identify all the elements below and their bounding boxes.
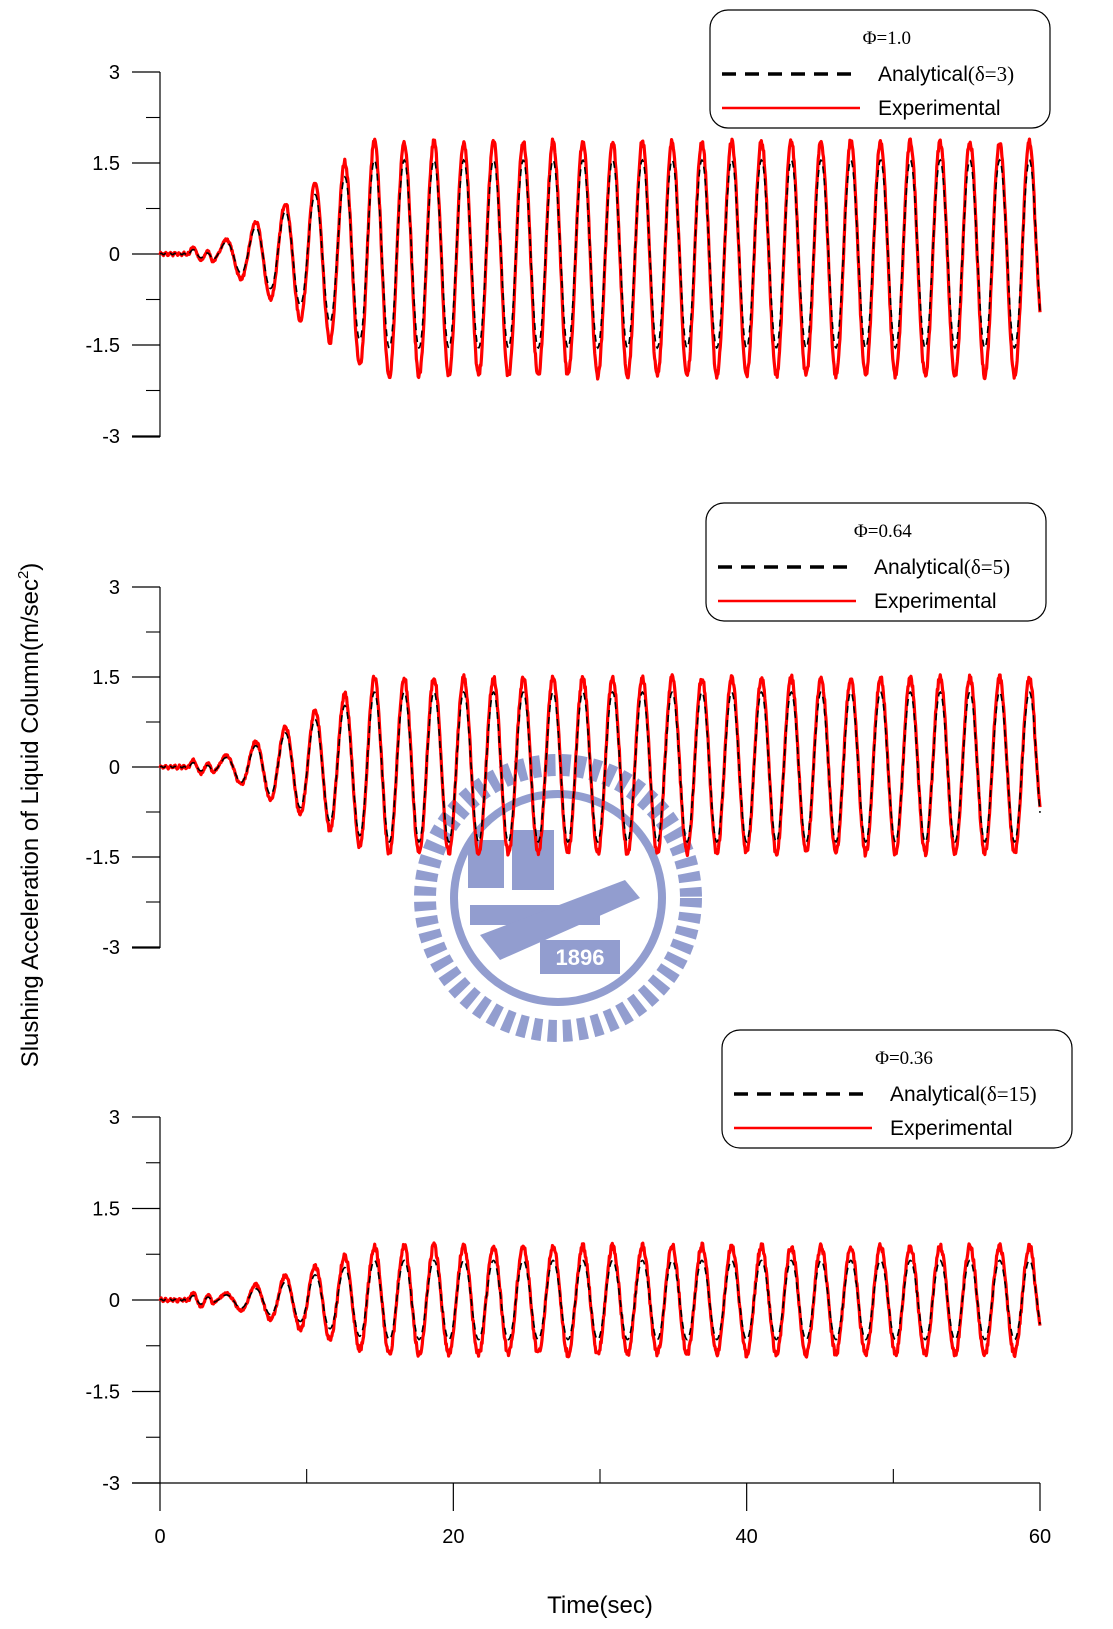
- chart-panel-phi-0-64: 3 1.5 0 -1.5 -3 Φ=0.64 Analytical(δ=5) Experime…: [86, 502, 1047, 959]
- series-line-analytical: [159, 690, 1041, 844]
- legend-label-experimental: Experimental: [874, 590, 997, 613]
- legend: Φ=1.0 Analytical(δ=3) Experimental: [709, 9, 1051, 129]
- y-tick-label: 1.5: [92, 153, 120, 175]
- y-tick-label: 1.5: [92, 1199, 120, 1221]
- legend-box: [705, 502, 1047, 622]
- y-tick-label: 0: [109, 757, 120, 779]
- y-axis-title-end: ): [17, 563, 44, 571]
- legend-label-analytical: Analytical(δ=3): [878, 62, 1014, 86]
- university-seal-watermark-icon: 1896: [414, 754, 702, 1042]
- x-tick-label: 20: [442, 1526, 464, 1548]
- y-tick-label: 0: [109, 244, 120, 266]
- x-axis: 0 20 40 60: [132, 1469, 1051, 1548]
- series-line-experimental: [158, 137, 1042, 381]
- y-tick-label: 3: [109, 62, 120, 84]
- x-axis-title: Time(sec): [547, 1592, 653, 1619]
- legend-label-analytical: Analytical(δ=15): [890, 1082, 1037, 1106]
- x-tick-label: 0: [154, 1526, 165, 1548]
- y-axis-title: Slushing Acceleration of Liquid Column(m…: [15, 563, 44, 1068]
- legend: Φ=0.36 Analytical(δ=15) Experimental: [721, 1029, 1073, 1149]
- y-tick-label: 3: [109, 577, 120, 599]
- series-line-analytical: [159, 158, 1041, 350]
- legend: Φ=0.64 Analytical(δ=5) Experimental: [705, 502, 1047, 622]
- legend-label-experimental: Experimental: [890, 1117, 1013, 1140]
- legend-title: Φ=0.36: [875, 1048, 933, 1069]
- y-tick-label: 3: [109, 1107, 120, 1129]
- series-line-experimental: [158, 1241, 1042, 1359]
- x-tick-label: 60: [1029, 1526, 1051, 1548]
- y-tick-label: -1.5: [86, 335, 120, 357]
- y-axis-title-superscript: 2: [15, 571, 32, 579]
- y-tick-label: -3: [102, 937, 120, 959]
- y-tick-label: 0: [109, 1290, 120, 1312]
- x-tick-label: 40: [736, 1526, 758, 1548]
- legend-box: [709, 9, 1051, 129]
- y-tick-label: -3: [102, 426, 120, 448]
- series-line-analytical: [159, 1259, 1041, 1341]
- y-axis-title-text: Slushing Acceleration of Liquid Column(m…: [17, 579, 44, 1067]
- y-tick-label: -1.5: [86, 1382, 120, 1404]
- legend-label-experimental: Experimental: [878, 97, 1001, 120]
- chart-panel-phi-0-36: 3 1.5 0 -1.5 -3 Φ=0.36 Analytical(δ=15) Experim…: [86, 1029, 1073, 1495]
- legend-title: Φ=0.64: [854, 521, 912, 542]
- y-tick-label: -3: [102, 1473, 120, 1495]
- y-tick-label: -1.5: [86, 847, 120, 869]
- y-tick-label: 1.5: [92, 667, 120, 689]
- chart-panel-phi-1-0: 3 1.5 0 -1.5 -3 Φ=1.0 Analytical(δ=3) Experimen…: [86, 9, 1051, 448]
- legend-label-analytical: Analytical(δ=5): [874, 555, 1010, 579]
- legend-title: Φ=1.0: [863, 28, 911, 49]
- legend-box: [721, 1029, 1073, 1149]
- watermark-year: 1896: [556, 945, 605, 970]
